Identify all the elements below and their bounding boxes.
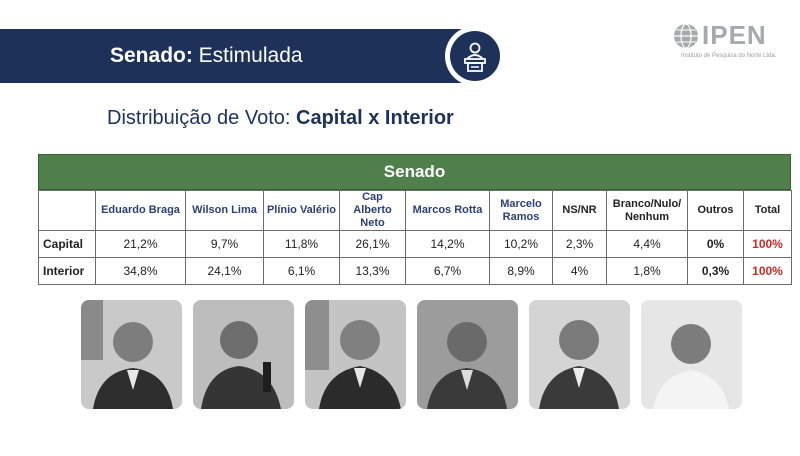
table-cell: 0,3% xyxy=(687,257,744,285)
table-header-row: Eduardo Braga Wilson Lima Plínio Valério… xyxy=(38,190,792,231)
podium-speaker-icon xyxy=(464,42,486,72)
candidate-photo-cap-alberto-neto xyxy=(417,300,518,409)
logo-subtext: Instituto de Pesquisa do Norte Ltda. xyxy=(681,53,777,59)
globe-icon xyxy=(674,22,698,49)
ipen-logo: IPEN Instituto de Pesquisa do Norte Ltda… xyxy=(673,20,788,65)
column-header: Eduardo Braga xyxy=(95,190,186,231)
row-label: Interior xyxy=(38,257,96,285)
table-cell: 34,8% xyxy=(95,257,186,285)
table-cell: 26,1% xyxy=(339,230,406,258)
column-header: Wilson Lima xyxy=(185,190,264,231)
table-cell: 6,7% xyxy=(405,257,490,285)
column-header: Cap Alberto Neto xyxy=(339,190,406,231)
total-cell: 100% xyxy=(743,257,792,285)
logo-text: IPEN xyxy=(702,20,767,50)
table-cell: 24,1% xyxy=(185,257,264,285)
table-cell: 2,3% xyxy=(552,230,607,258)
table-cell: 10,2% xyxy=(489,230,553,258)
table-row: Capital 21,2% 9,7% 11,8% 26,1% 14,2% 10,… xyxy=(38,230,792,258)
candidate-photo-eduardo-braga xyxy=(81,300,182,409)
header-bar: Senado: Estimulada xyxy=(0,29,470,83)
page-title: Senado: Estimulada xyxy=(110,44,303,67)
table-cell: 4,4% xyxy=(606,230,688,258)
table-cell: 14,2% xyxy=(405,230,490,258)
header-empty-cell xyxy=(38,190,96,231)
column-header: Outros xyxy=(687,190,744,231)
column-header: Plínio Valério xyxy=(263,190,340,231)
column-header: Total xyxy=(743,190,792,231)
table-cell: 9,7% xyxy=(185,230,264,258)
table-cell: 21,2% xyxy=(95,230,186,258)
column-header: Marcos Rotta xyxy=(405,190,490,231)
header-badge xyxy=(445,26,505,86)
table-cell: 8,9% xyxy=(489,257,553,285)
column-header: Branco/Nulo/ Nenhum xyxy=(606,190,688,231)
candidate-photo-marcos-rotta xyxy=(529,300,630,409)
row-label: Capital xyxy=(38,230,96,258)
column-header: NS/NR xyxy=(552,190,607,231)
section-subtitle: Distribuição de Voto: Capital x Interior xyxy=(107,107,454,129)
table-title: Senado xyxy=(38,154,791,190)
table-cell: 11,8% xyxy=(263,230,340,258)
table-cell: 0% xyxy=(687,230,744,258)
total-cell: 100% xyxy=(743,230,792,258)
table-cell: 13,3% xyxy=(339,257,406,285)
table-cell: 4% xyxy=(552,257,607,285)
table-row: Interior 34,8% 24,1% 6,1% 13,3% 6,7% 8,9… xyxy=(38,257,792,285)
table-cell: 6,1% xyxy=(263,257,340,285)
table-cell: 1,8% xyxy=(606,257,688,285)
candidate-photo-plinio-valerio xyxy=(305,300,406,409)
candidate-photo-marcelo-ramos xyxy=(641,300,742,409)
column-header: Marcelo Ramos xyxy=(489,190,553,231)
candidate-photo-wilson-lima xyxy=(193,300,294,409)
results-table: Senado Eduardo Braga Wilson Lima Plínio … xyxy=(38,154,792,285)
